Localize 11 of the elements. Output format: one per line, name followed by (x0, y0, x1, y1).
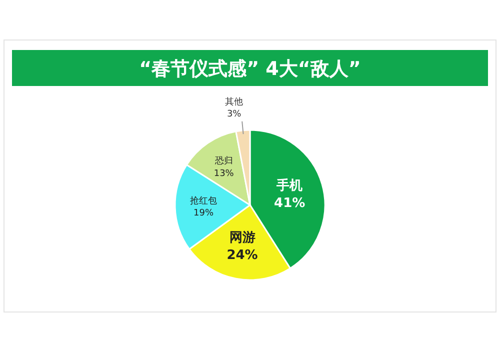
slice-label: 其他 (225, 96, 244, 108)
data-label: 13% (214, 168, 234, 179)
slice-label: 抢红包 (190, 196, 218, 207)
data-label: 3% (226, 110, 242, 120)
slice-label: 网游 (229, 230, 256, 246)
data-label: 19% (194, 208, 214, 219)
slice-label: 手机 (276, 177, 303, 194)
data-label: 24% (226, 248, 258, 263)
slice-label: 恐归 (214, 156, 233, 167)
data-label: 41% (274, 196, 306, 211)
chart-title: “春节仪式感” 4大“敌人” (139, 58, 361, 80)
